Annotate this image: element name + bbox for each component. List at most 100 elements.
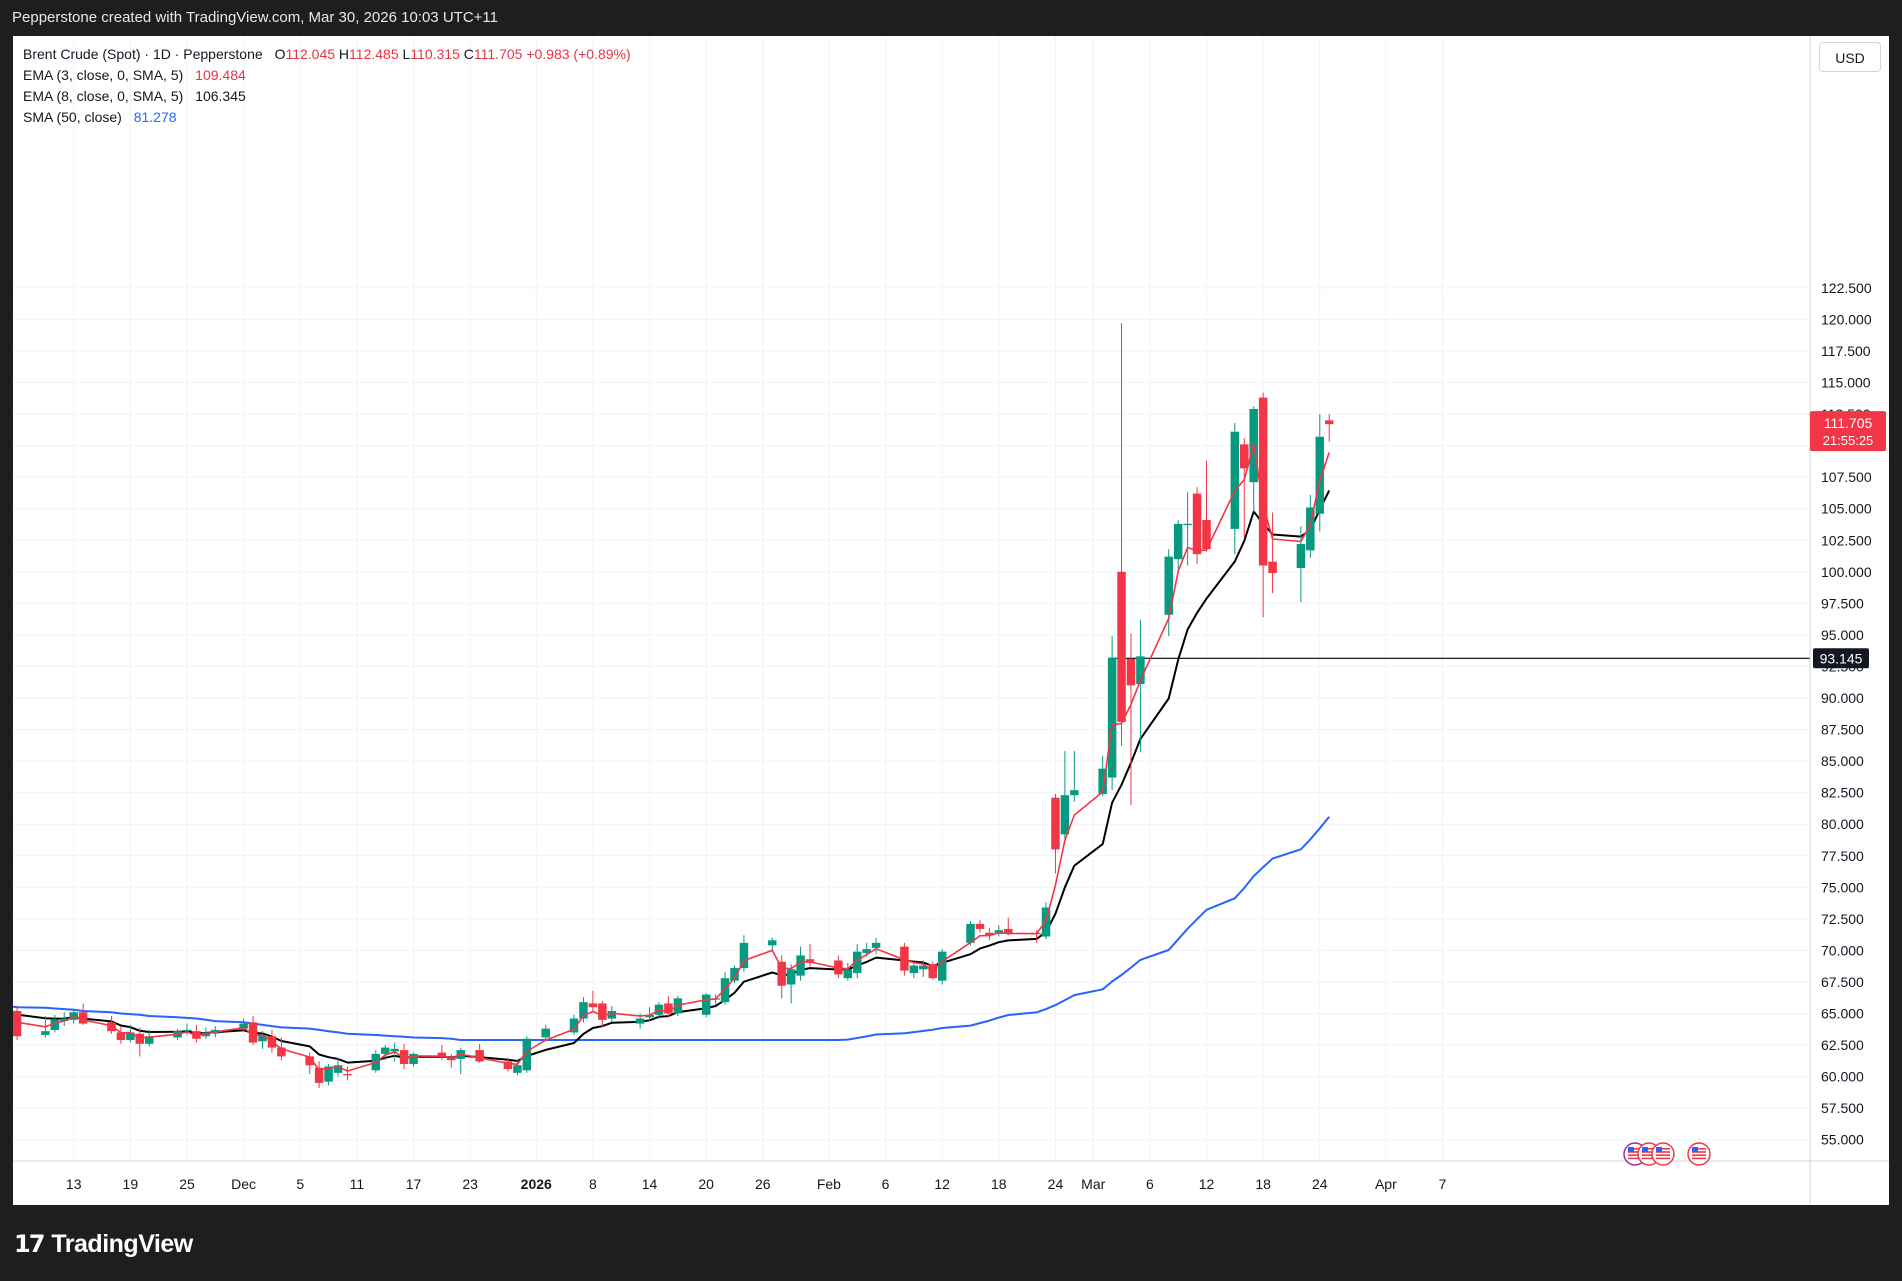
ema8-label[interactable]: EMA (8, close, 0, SMA, 5) [23, 88, 184, 104]
candle [116, 1026, 126, 1044]
candle-body [598, 1003, 607, 1020]
price-tick-label: 122.500 [1821, 280, 1872, 296]
price-tick-label: 72.500 [1821, 911, 1864, 927]
candle [919, 960, 928, 977]
candle [975, 920, 985, 933]
candle [1136, 619, 1145, 753]
symbol-name[interactable]: Brent Crude (Spot) · 1D · Pepperstone [23, 46, 263, 62]
legend-high: H112.485 [338, 46, 399, 62]
flag-canton [1642, 1147, 1648, 1152]
candle-body [239, 1023, 248, 1029]
candle-body [701, 994, 711, 1015]
candle [541, 1024, 550, 1042]
last-price-tag-box [1810, 411, 1886, 452]
tradingview-logo-text: TradingView [51, 1229, 193, 1258]
candle-body [1202, 520, 1211, 550]
legend-symbol-row[interactable]: Brent Crude (Spot) · 1D · Pepperstone O1… [23, 44, 631, 65]
candle [380, 1045, 390, 1061]
flag-stripe [1642, 1154, 1656, 1156]
price-tick-label: 82.500 [1821, 785, 1864, 801]
chart-grid [13, 36, 1810, 1161]
open-value: 112.045 [285, 46, 336, 62]
price-chart[interactable]: 55.000 57.500 60.000 62.500 65.000 67.500 70.0… [13, 36, 1889, 1205]
candle-body [1041, 907, 1051, 937]
candle-body [730, 968, 739, 981]
candle-body [919, 965, 928, 970]
flag-stripe [1642, 1148, 1656, 1150]
candle [909, 961, 919, 979]
time-tick-label: 11 [350, 1176, 365, 1192]
candle-body [768, 940, 777, 946]
candle-body [843, 969, 853, 979]
chart-legend: Brent Crude (Spot) · 1D · Pepperstone O1… [23, 44, 631, 128]
currency-button[interactable]: USD [1819, 42, 1881, 72]
candle-body [107, 1022, 116, 1032]
candle-body [796, 955, 805, 976]
candle [239, 1018, 248, 1032]
candle [994, 925, 1004, 937]
candle-body [786, 969, 796, 985]
price-tick-label: 57.500 [1821, 1100, 1864, 1116]
flag-stripe [1628, 1151, 1642, 1153]
sma50-path [13, 816, 1330, 1041]
candle-body [1315, 436, 1325, 514]
candle-body [1126, 658, 1136, 686]
legend-sma50-row[interactable]: SMA (50, close) 81.278 [23, 107, 631, 128]
time-tick-label: 20 [698, 1176, 714, 1192]
candle-body [1268, 561, 1277, 574]
candle [1107, 636, 1117, 791]
flag-canton [1628, 1147, 1634, 1152]
candle [144, 1029, 154, 1047]
candle [314, 1061, 324, 1088]
candle-body [60, 1018, 69, 1022]
chart-frame[interactable]: 55.000 57.500 60.000 62.500 65.000 67.500 70.0… [13, 36, 1889, 1205]
candle-body [1136, 656, 1145, 685]
time-tick-label: 7 [1439, 1176, 1447, 1192]
candle-body [1173, 523, 1183, 560]
candle-body [314, 1067, 324, 1083]
hline-tag-box [1813, 648, 1869, 669]
legend-ema8-row[interactable]: EMA (8, close, 0, SMA, 5) 106.345 [23, 86, 631, 107]
hline-price-tag: 93.145 [1813, 648, 1869, 669]
footer: 17 TradingView [0, 1205, 1902, 1281]
legend-low: L110.315 [402, 46, 460, 62]
candle-body [1296, 544, 1306, 569]
candle-body [569, 1018, 579, 1033]
time-tick-label: 12 [1199, 1176, 1215, 1192]
candle [937, 949, 947, 985]
time-axis: 13 19 25 Dec 5 11 17 23 2026 8 14 20 26 Feb 6 12 18 24 Mar… [66, 1176, 1447, 1192]
candle [1324, 414, 1334, 442]
candle-body [126, 1032, 135, 1041]
event-icon-ring [1651, 1142, 1675, 1166]
event-icons [1623, 1142, 1711, 1166]
candle-body [1258, 397, 1268, 566]
candle-body [1098, 768, 1107, 794]
legend-ema3-row[interactable]: EMA (3, close, 0, SMA, 5) 109.484 [23, 65, 631, 86]
candle-body [739, 942, 749, 969]
price-tick-label: 70.000 [1821, 942, 1864, 958]
price-tags: 93.145 111.705 21:55:25 [1810, 411, 1886, 669]
candle-body [541, 1028, 550, 1038]
event-icon-ring [1687, 1142, 1711, 1166]
candle-body [985, 932, 994, 936]
flag-canton [1656, 1147, 1662, 1152]
us-flag-event-icon [1687, 1142, 1711, 1166]
candle-body [1107, 657, 1117, 778]
ema3-label[interactable]: EMA (3, close, 0, SMA, 5) [23, 67, 184, 83]
candle-body [1240, 444, 1249, 469]
sma50-label[interactable]: SMA (50, close) [23, 109, 122, 125]
candle [701, 993, 711, 1018]
candle [1240, 438, 1249, 538]
price-tick-label: 75.000 [1821, 879, 1864, 895]
candle [126, 1024, 135, 1043]
candle-body [116, 1032, 126, 1041]
ema3-value: 109.484 [195, 67, 246, 83]
candle-body [1051, 797, 1060, 850]
tradingview-logo-icon: 17 [14, 1230, 45, 1258]
candle-body [720, 978, 730, 1003]
candle-body [277, 1047, 286, 1057]
tradingview-logo[interactable]: 17 TradingView [14, 1229, 193, 1259]
candle-body [324, 1066, 333, 1082]
time-tick-label: 19 [123, 1176, 139, 1192]
price-tick-label: 90.000 [1821, 690, 1864, 706]
